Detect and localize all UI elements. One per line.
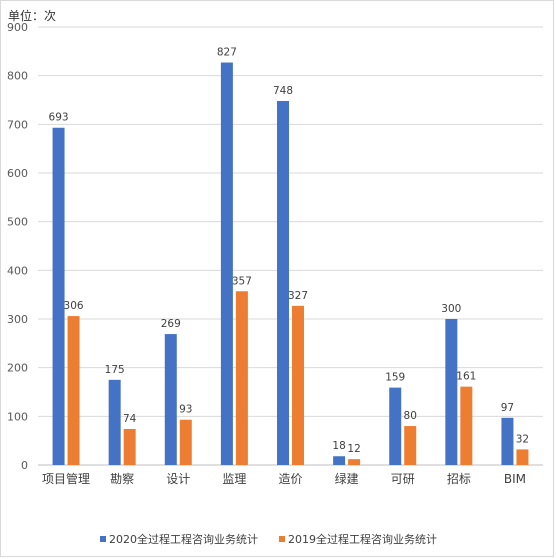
- category-label: 招标: [447, 472, 471, 486]
- data-label: 827: [217, 47, 237, 59]
- data-label: 300: [441, 303, 461, 315]
- data-label: 80: [404, 410, 417, 422]
- legend-label: 2019全过程工程咨询业务统计: [288, 532, 437, 546]
- data-label: 748: [273, 85, 293, 97]
- data-label: 12: [347, 443, 360, 455]
- category-label: 项目管理: [42, 471, 90, 486]
- data-label: 306: [64, 300, 84, 312]
- bar-2019-1: [123, 428, 136, 465]
- category-label: BIM: [504, 472, 526, 486]
- y-tick-label: 100: [7, 410, 28, 423]
- category-label: 绿建: [335, 471, 359, 486]
- y-tick-label: 900: [7, 21, 28, 34]
- y-tick-label: 800: [7, 70, 28, 83]
- bar-2020-8: [501, 417, 514, 465]
- bar-2019-7: [460, 386, 473, 465]
- data-label: 159: [385, 372, 405, 384]
- y-tick-label: 200: [7, 362, 28, 375]
- data-label: 18: [332, 440, 345, 452]
- y-tick-label: 0: [21, 459, 28, 472]
- data-label: 269: [161, 318, 181, 330]
- data-label: 97: [501, 402, 514, 414]
- bar-2020-6: [389, 387, 402, 465]
- bar-2020-3: [220, 62, 233, 465]
- bar-2019-2: [179, 419, 192, 465]
- y-axis-ticks: 0 100 200 300 400 500 600 700 800 900: [7, 21, 28, 472]
- category-label: 勘察: [110, 472, 134, 486]
- legend: 2020全过程工程咨询业务统计 2019全过程工程咨询业务统计: [100, 532, 437, 546]
- y-tick-label: 300: [7, 313, 28, 326]
- bar-2019-6: [404, 426, 417, 465]
- legend-swatch: [100, 536, 106, 542]
- bar-2019-4: [292, 305, 304, 465]
- bar-2020-2: [164, 334, 177, 465]
- data-label: 357: [232, 275, 252, 287]
- bar-2019-3: [235, 291, 248, 465]
- gridlines: [38, 26, 543, 466]
- unit-label: 单位：次: [8, 9, 57, 23]
- data-label: 74: [123, 413, 137, 425]
- bar-2020-1: [108, 379, 121, 465]
- data-label: 693: [49, 112, 69, 124]
- category-label: 可研: [391, 472, 415, 486]
- bar-2019-5: [348, 459, 361, 465]
- category-label: 设计: [166, 472, 190, 486]
- category-labels: 项目管理 勘察 设计 监理 造价 绿建 可研 招标 BIM: [42, 471, 526, 486]
- y-tick-label: 400: [7, 264, 28, 277]
- data-label: 93: [179, 404, 192, 416]
- bar-2020-4: [277, 100, 289, 466]
- y-tick-label: 600: [7, 167, 28, 180]
- bar-2019-8: [516, 449, 529, 465]
- bars: [52, 62, 529, 466]
- data-label: 327: [288, 290, 308, 302]
- data-label: 32: [516, 433, 529, 445]
- y-tick-label: 500: [7, 216, 28, 229]
- bar-2020-0: [52, 127, 65, 466]
- bar-2020-7: [445, 319, 458, 465]
- category-label: 监理: [222, 472, 246, 486]
- category-label: 造价: [278, 472, 302, 486]
- bar-2019-0: [67, 316, 80, 465]
- data-label: 161: [456, 371, 476, 383]
- legend-swatch: [279, 536, 285, 542]
- data-label: 175: [105, 364, 125, 376]
- legend-label: 2020全过程工程咨询业务统计: [109, 532, 258, 546]
- y-tick-label: 700: [7, 118, 28, 131]
- data-labels: 693 306 175 74 269 93 827 357 748 327 18 12 159 80 300…: [49, 47, 530, 456]
- bar-2020-5: [333, 456, 346, 465]
